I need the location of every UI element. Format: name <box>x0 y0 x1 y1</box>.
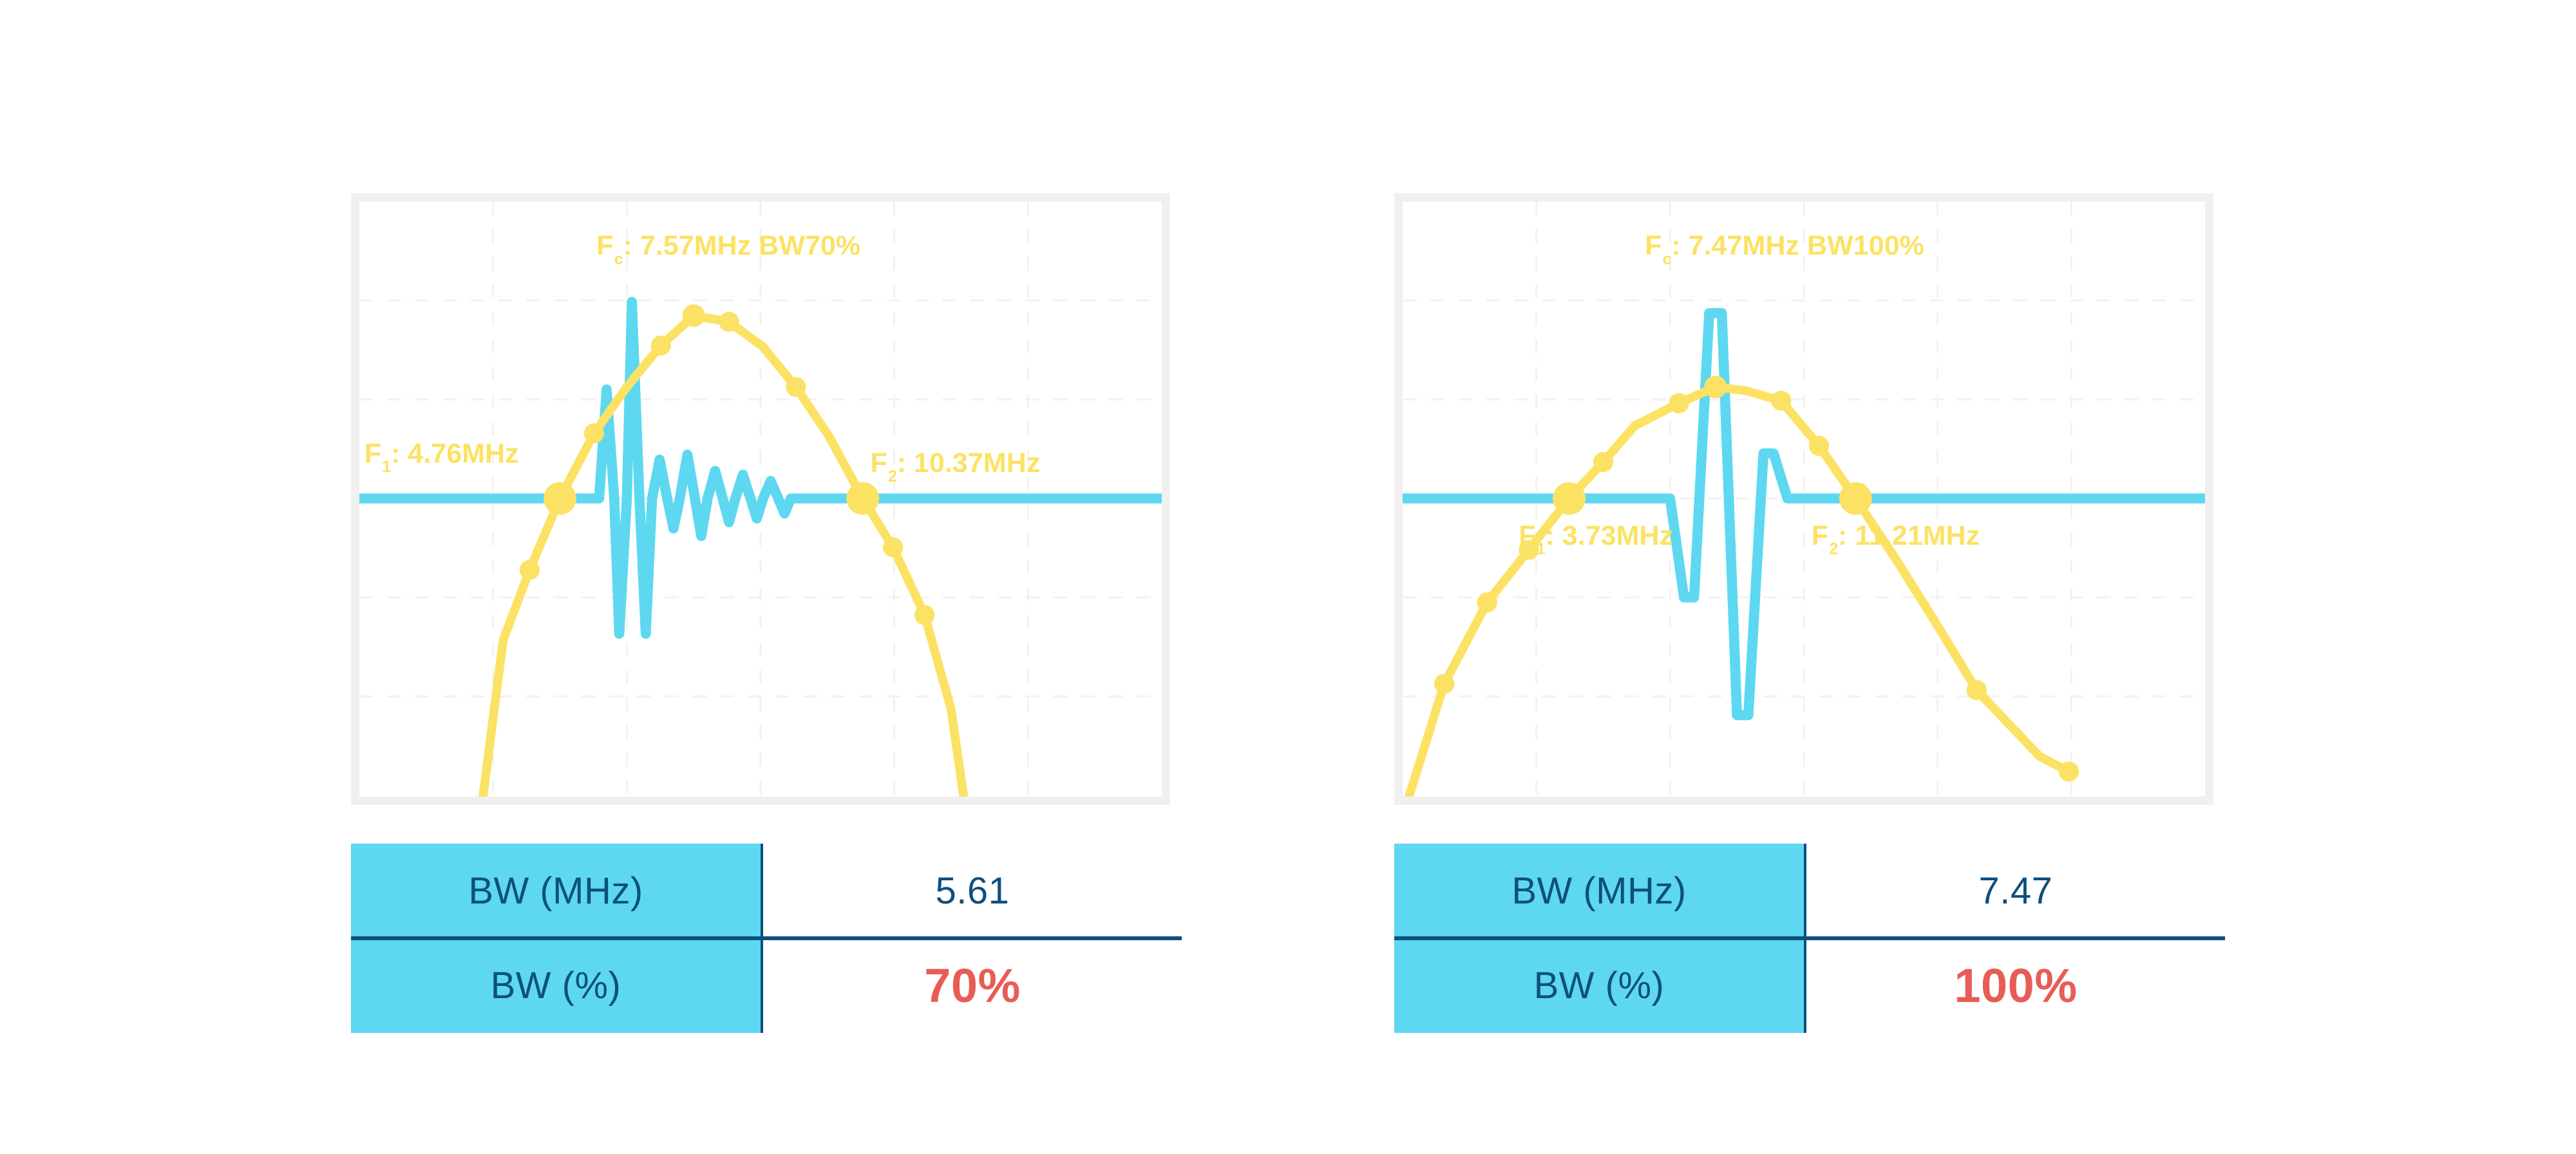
bw-pct-value-left: 70% <box>924 959 1021 1012</box>
bw-pct-label-right: BW (%) <box>1394 938 1806 1033</box>
annotation-center-text-right: : 7.47MHz BW100% <box>1671 231 1924 261</box>
spectrum-curve-left <box>478 304 969 797</box>
bw-table-divider-left <box>351 936 1182 940</box>
table-row: BW (MHz) 7.47 <box>1394 844 2225 938</box>
annotation-f1-prefix-right: F <box>1519 520 1535 551</box>
annotation-f1-sub-left: 1 <box>382 458 391 476</box>
bw-table-left: BW (MHz) 5.61 BW (%) 70% <box>351 844 1182 1043</box>
annotation-center-prefix-left: F <box>596 231 613 261</box>
spectrum-chart-left: F c : 7.57MHz BW70% F 1 : 4.76MHz F 2 : … <box>359 202 1162 797</box>
chart-frame-right: F c : 7.47MHz BW100% F 1 : 3.73MHz F 2 :… <box>1394 193 2213 805</box>
bw-mhz-value-cell-left: 5.61 <box>763 844 1182 938</box>
bw-pct-value-cell-right: 100% <box>1806 938 2225 1033</box>
annotation-f2-prefix-left: F <box>870 448 887 478</box>
annotation-center-left: F c : 7.57MHz BW70% <box>596 231 860 268</box>
bw-mhz-value-right: 7.47 <box>1978 870 2053 912</box>
spectrum-markers-left <box>519 304 935 625</box>
annotation-center-prefix-right: F <box>1645 231 1662 261</box>
annotation-f1-text-left: : 4.76MHz <box>391 439 519 469</box>
annotation-f2-prefix-right: F <box>1812 520 1828 551</box>
bw-mhz-label-right: BW (MHz) <box>1394 844 1806 938</box>
measurement-panel-left: F c : 7.57MHz BW70% F 1 : 4.76MHz F 2 : … <box>351 193 1182 1043</box>
table-row: BW (MHz) 5.61 <box>351 844 1182 938</box>
annotation-f1-right: F 1 : 3.73MHz <box>1519 520 1673 558</box>
annotation-f2-sub-left: 2 <box>888 468 897 486</box>
annotation-f1-left: F 1 : 4.76MHz <box>365 439 519 476</box>
pulse-waveform-left <box>359 296 1162 639</box>
pulse-waveform-right <box>1403 308 2205 721</box>
annotation-center-sub-left: c <box>614 250 623 268</box>
bw-pct-value-right: 100% <box>1954 959 2078 1012</box>
bw-pct-value-cell-left: 70% <box>763 938 1182 1033</box>
measurement-panel-right: F c : 7.47MHz BW100% F 1 : 3.73MHz F 2 :… <box>1394 193 2225 1043</box>
annotation-f2-left: F 2 : 10.37MHz <box>870 448 1040 485</box>
annotation-f2-right: F 2 : 11.21MHz <box>1812 520 1980 558</box>
spectrum-chart-right: F c : 7.47MHz BW100% F 1 : 3.73MHz F 2 :… <box>1403 202 2205 797</box>
spectrum-curve-right <box>1404 375 2079 797</box>
annotation-f1-sub-right: 1 <box>1537 540 1546 558</box>
annotation-f2-text-left: : 10.37MHz <box>897 448 1041 478</box>
table-row: BW (%) 70% <box>351 938 1182 1033</box>
annotation-f2-text-right: : 11.21MHz <box>1838 520 1980 551</box>
annotation-center-text-left: : 7.57MHz BW70% <box>623 231 860 261</box>
spectrum-markers-right <box>1434 375 2079 782</box>
annotation-f1-prefix-left: F <box>365 439 381 469</box>
bw-table-right: BW (MHz) 7.47 BW (%) 100% <box>1394 844 2225 1043</box>
annotation-f1-text-right: : 3.73MHz <box>1545 520 1673 551</box>
annotation-center-right: F c : 7.47MHz BW100% <box>1645 231 1924 268</box>
chart-frame-left: F c : 7.57MHz BW70% F 1 : 4.76MHz F 2 : … <box>351 193 1170 805</box>
annotation-f2-sub-right: 2 <box>1829 540 1838 558</box>
bw-mhz-label-left: BW (MHz) <box>351 844 763 938</box>
table-row: BW (%) 100% <box>1394 938 2225 1033</box>
bw-mhz-value-left: 5.61 <box>935 870 1010 912</box>
bw-pct-label-left: BW (%) <box>351 938 763 1033</box>
bw-mhz-value-cell-right: 7.47 <box>1806 844 2225 938</box>
annotation-center-sub-right: c <box>1663 250 1672 268</box>
bw-table-divider-right <box>1394 936 2225 940</box>
